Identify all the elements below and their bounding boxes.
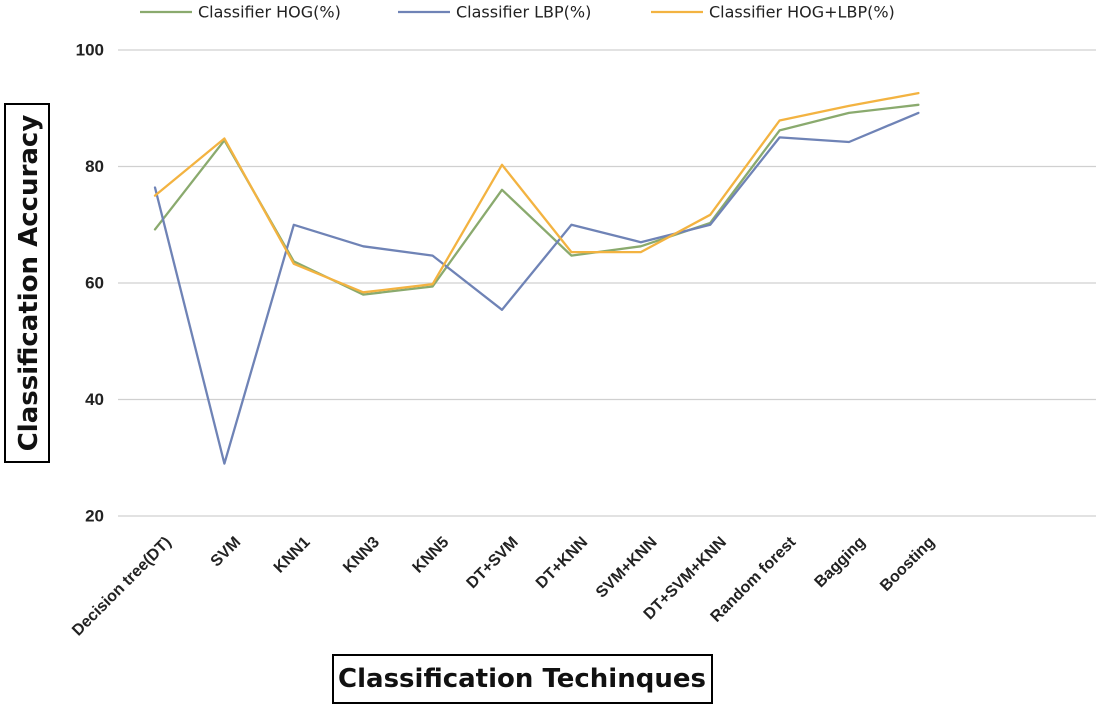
x-tick-label: Decision tree(DT) [69, 534, 175, 640]
x-tick-label: KNN1 [271, 534, 314, 577]
y-tick-labels: 20 40 60 80 100 [76, 41, 104, 526]
x-tick-label: SVM+KNN [593, 534, 661, 602]
y-tick-label: 20 [85, 507, 104, 526]
legend-entry: Classifier LBP(%) [456, 3, 591, 22]
series-line-2 [153, 111, 920, 465]
legend: Classifier HOG(%) Classifier LBP(%) Classi… [140, 3, 895, 22]
gridlines [118, 49, 1096, 517]
x-axis-title: Classification Techinques [338, 664, 706, 694]
y-tick-label: 40 [85, 390, 104, 409]
y-axis-title: Classification Accuracy [14, 115, 44, 452]
series-lines [153, 91, 920, 465]
x-tick-label: SVM [208, 534, 245, 571]
y-tick-label: 60 [85, 274, 104, 293]
legend-entry: Classifier HOG(%) [198, 3, 341, 22]
x-tick-label: Bagging [812, 534, 869, 591]
x-tick-label: KNN3 [340, 534, 383, 577]
x-axis-title-box: Classification Techinques [332, 654, 713, 704]
series-line-3 [153, 91, 920, 294]
x-tick-label: DT+KNN [533, 534, 591, 592]
x-tick-label: Boosting [877, 534, 938, 595]
y-tick-label: 80 [85, 157, 104, 176]
x-tick-labels: Decision tree(DT) SVM KNN1 KNN3 KNN5 DT+SVM DT… [69, 533, 938, 639]
y-tick-label: 100 [76, 41, 104, 60]
x-tick-label: DT+SVM [464, 534, 522, 592]
y-axis-title-box: Classification Accuracy [4, 103, 50, 463]
x-tick-label: KNN5 [410, 534, 453, 577]
legend-entry: Classifier HOG+LBP(%) [709, 3, 895, 22]
